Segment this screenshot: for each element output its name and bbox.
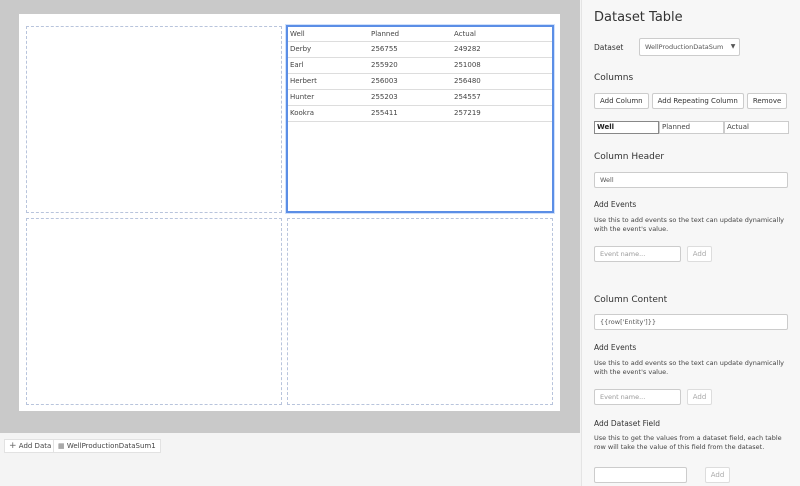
panel-title: Dataset Table bbox=[594, 10, 683, 25]
design-stage: Well Planned Actual Derby 256755 249282 Ear… bbox=[0, 0, 580, 433]
table-cell: Herbert bbox=[288, 73, 369, 90]
dataset-field-input[interactable] bbox=[594, 467, 687, 483]
add-event-button[interactable]: Add bbox=[687, 246, 712, 262]
column-header-title: Column Header bbox=[594, 152, 665, 162]
header-cell: Planned bbox=[369, 27, 452, 42]
add-column-button[interactable]: Add Column bbox=[594, 93, 649, 109]
dataset-table: Well Planned Actual Derby 256755 249282 Ear… bbox=[288, 27, 552, 122]
table-cell: 257219 bbox=[452, 105, 552, 122]
grid-cell-empty[interactable] bbox=[26, 26, 282, 213]
add-dataset-field-button[interactable]: Add bbox=[705, 467, 730, 483]
table-cell: 255203 bbox=[369, 89, 452, 106]
table-cell: 256480 bbox=[452, 73, 552, 90]
table-row: Kookra 255411 257219 bbox=[288, 105, 552, 122]
add-dataset-field-description: Use this to get the values from a datase… bbox=[594, 434, 782, 451]
table-cell: 249282 bbox=[452, 41, 552, 58]
column-actions: Add Column Add Repeating Column Remove bbox=[594, 93, 788, 109]
add-events-title: Add Events bbox=[594, 343, 637, 352]
column-content-input[interactable]: {{row['Entity']}} bbox=[594, 314, 788, 330]
table-header-row: Well Planned Actual bbox=[288, 27, 552, 42]
add-dataset-field-title: Add Dataset Field bbox=[594, 419, 660, 428]
table-row: Hunter 255203 254557 bbox=[288, 89, 552, 106]
header-cell: Actual bbox=[452, 27, 552, 42]
table-cell: 254557 bbox=[452, 89, 552, 106]
table-row: Herbert 256003 256480 bbox=[288, 73, 552, 90]
dataset-chip-label: WellProductionDataSum1 bbox=[66, 442, 156, 450]
dataset-select[interactable]: WellProductionDataSum ▼ bbox=[639, 38, 741, 56]
table-cell: Hunter bbox=[288, 89, 369, 106]
plus-icon: + bbox=[9, 441, 17, 451]
table-cell: 255411 bbox=[369, 105, 452, 122]
column-header-input[interactable]: Well bbox=[594, 172, 788, 188]
dataset-table-cell[interactable]: Well Planned Actual Derby 256755 249282 Ear… bbox=[286, 25, 554, 213]
dataset-select-value: WellProductionDataSum bbox=[645, 43, 724, 51]
table-cell: 255920 bbox=[369, 57, 452, 74]
remove-button[interactable]: Remove bbox=[746, 93, 788, 109]
add-events-description: Use this to add events so the text can u… bbox=[594, 359, 784, 376]
table-cell: Earl bbox=[288, 57, 369, 74]
table-cell: 256755 bbox=[369, 41, 452, 58]
add-event-button[interactable]: Add bbox=[687, 389, 712, 405]
column-content-title: Column Content bbox=[594, 295, 668, 305]
add-events-description: Use this to add events so the text can u… bbox=[594, 216, 784, 233]
dataset-chip[interactable]: ▦ WellProductionDataSum1 bbox=[53, 439, 161, 453]
table-cell: 251008 bbox=[452, 57, 552, 74]
add-data-button[interactable]: + Add Data bbox=[4, 439, 57, 453]
properties-panel: Dataset Table Dataset WellProductionData… bbox=[581, 0, 800, 486]
canvas: Well Planned Actual Derby 256755 249282 Ear… bbox=[19, 14, 560, 411]
grid-cell-empty[interactable] bbox=[287, 218, 553, 405]
columns-title: Columns bbox=[594, 73, 634, 83]
caret-down-icon: ▼ bbox=[730, 43, 736, 50]
event-name-input[interactable]: Event name... bbox=[594, 246, 681, 262]
table-cell: 256003 bbox=[369, 73, 452, 90]
table-cell: Derby bbox=[288, 41, 369, 58]
table-cell: Kookra bbox=[288, 105, 369, 122]
column-tab-planned[interactable]: Planned bbox=[659, 121, 724, 134]
table-grid-icon: ▦ bbox=[58, 442, 65, 450]
add-repeating-column-button[interactable]: Add Repeating Column bbox=[651, 93, 744, 109]
add-data-label: Add Data bbox=[18, 442, 52, 450]
grid-cell-empty[interactable] bbox=[26, 218, 282, 405]
table-row: Earl 255920 251008 bbox=[288, 57, 552, 74]
table-row: Derby 256755 249282 bbox=[288, 41, 552, 58]
event-name-input[interactable]: Event name... bbox=[594, 389, 681, 405]
column-tab-actual[interactable]: Actual bbox=[724, 121, 789, 134]
header-cell: Well bbox=[288, 27, 369, 42]
add-events-title: Add Events bbox=[594, 200, 637, 209]
dataset-label: Dataset bbox=[594, 43, 624, 52]
column-tab-well[interactable]: Well bbox=[594, 121, 659, 134]
